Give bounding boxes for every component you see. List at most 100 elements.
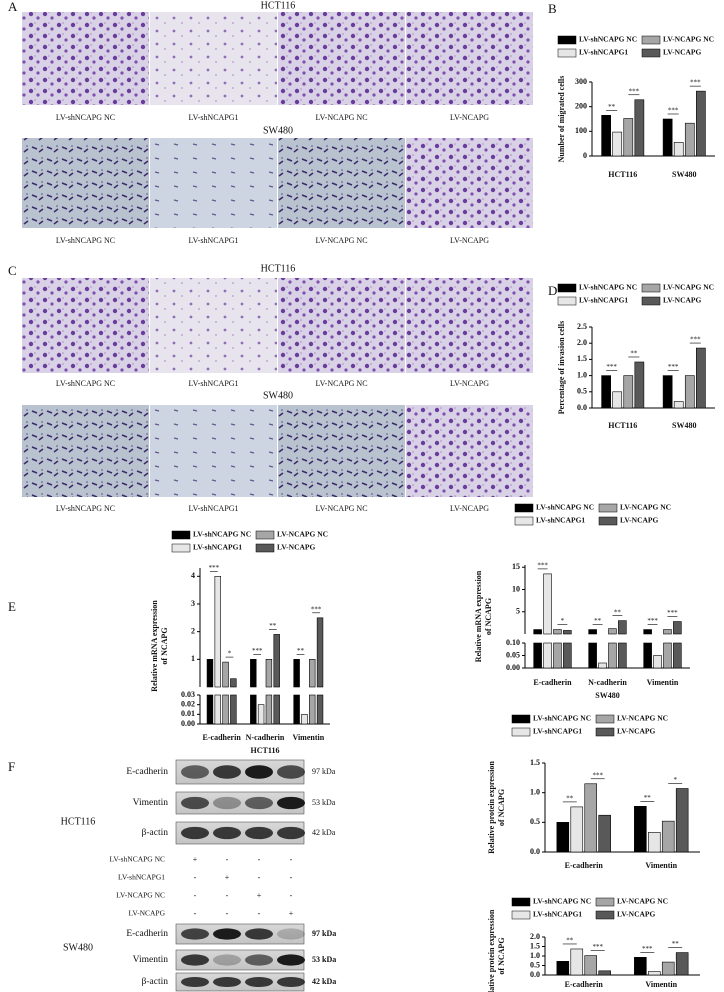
bar-lower bbox=[316, 694, 324, 725]
blot-band bbox=[181, 765, 209, 779]
bar-lower bbox=[543, 642, 552, 669]
y-tick-label: 2.5 bbox=[577, 322, 587, 331]
bar bbox=[598, 814, 611, 853]
bar bbox=[618, 620, 627, 635]
protein-name: Vimentin bbox=[133, 955, 169, 965]
x-tick-label: E-cadherin bbox=[533, 678, 572, 687]
y-tick-label: 0 bbox=[583, 151, 587, 160]
protein-name: E-cadherin bbox=[126, 767, 168, 777]
y-tick-label: 2.0 bbox=[530, 932, 540, 941]
y-axis-label: Number of migrated cells bbox=[557, 76, 566, 163]
significance-label: ** bbox=[297, 647, 305, 655]
y-tick-label: 15 bbox=[512, 562, 520, 571]
treatment-mark: - bbox=[194, 891, 197, 900]
bar-lower bbox=[230, 694, 237, 725]
bar bbox=[222, 661, 229, 688]
y-axis-label: of NCAPG bbox=[160, 627, 169, 664]
treatment-mark: - bbox=[290, 855, 293, 864]
blot-band bbox=[245, 765, 273, 779]
bar bbox=[623, 118, 634, 157]
bar bbox=[293, 659, 300, 688]
bar-lower bbox=[222, 694, 229, 725]
legend-swatch bbox=[598, 516, 618, 526]
bar-lower bbox=[214, 694, 221, 725]
significance-label: *** bbox=[592, 943, 603, 951]
bar bbox=[265, 659, 273, 688]
significance-label: ** bbox=[566, 937, 574, 945]
significance-label: ** bbox=[614, 608, 622, 616]
significance-label: ** bbox=[269, 622, 277, 630]
bar-lower bbox=[553, 642, 562, 669]
bar bbox=[553, 629, 562, 635]
protein-size: 42 kDa bbox=[312, 977, 336, 986]
x-tick-label: Vimentin bbox=[645, 861, 677, 870]
y-axis-label: of NCAPG bbox=[484, 598, 493, 635]
treatment-name: LV-shNCAPG1 bbox=[118, 873, 165, 882]
significance-label: *** bbox=[629, 87, 640, 95]
bar bbox=[584, 955, 597, 976]
bar-lower bbox=[206, 694, 214, 725]
blot-band bbox=[245, 976, 273, 988]
group-title: HCT116 bbox=[261, 263, 296, 274]
blot-band bbox=[277, 765, 305, 779]
bar bbox=[584, 783, 597, 853]
legend-label: LV-shNCAPG1 bbox=[533, 727, 582, 736]
significance-label: *** bbox=[311, 605, 322, 613]
legend-swatch bbox=[641, 48, 661, 58]
legend-label: LV-shNCAPG NC bbox=[579, 283, 637, 292]
legend-label: LV-NCAPG bbox=[620, 516, 659, 525]
legend-swatch bbox=[514, 516, 534, 526]
bar bbox=[662, 118, 673, 157]
image-caption: LV-NCAPG bbox=[450, 504, 489, 513]
bar bbox=[570, 806, 584, 853]
bar bbox=[206, 659, 214, 688]
treatment-mark: + bbox=[257, 891, 262, 900]
y-tick-label: 1.5 bbox=[530, 758, 540, 767]
bar bbox=[696, 90, 706, 157]
bar-lower bbox=[265, 694, 273, 725]
bar-lower bbox=[273, 694, 280, 725]
blot-band bbox=[213, 826, 241, 840]
bar bbox=[634, 99, 645, 157]
bar bbox=[556, 961, 570, 976]
bar-lower bbox=[663, 642, 672, 669]
treatment-mark: - bbox=[258, 873, 261, 882]
legend-label: LV-shNCAPG NC bbox=[533, 897, 591, 906]
blot-band bbox=[213, 796, 241, 810]
bar bbox=[214, 576, 221, 688]
legend-label: LV-shNCAPG1 bbox=[536, 516, 585, 525]
image-caption: LV-shNCAPG NC bbox=[56, 236, 115, 245]
legend-swatch bbox=[641, 283, 661, 293]
significance-label: *** bbox=[690, 79, 701, 87]
legend-label: LV-shNCAPG NC bbox=[533, 714, 591, 723]
legend-swatch bbox=[595, 910, 615, 920]
bar bbox=[673, 401, 684, 409]
image-caption: LV-shNCAPG1 bbox=[188, 379, 238, 388]
legend-swatch bbox=[595, 897, 615, 907]
x-tick-label: HCT116 bbox=[608, 170, 637, 179]
image-caption: LV-NCAPG bbox=[450, 113, 489, 122]
bar bbox=[533, 629, 542, 635]
significance-label: * bbox=[228, 650, 232, 658]
treatment-mark: + bbox=[225, 873, 230, 882]
legend-label: LV-shNCAPG1 bbox=[579, 296, 628, 305]
bar bbox=[673, 142, 684, 157]
legend-label: LV-NCAPG bbox=[617, 910, 656, 919]
micrograph bbox=[406, 405, 533, 497]
y-tick-label: 0.0 bbox=[530, 970, 540, 979]
legend-label: LV-NCAPG NC bbox=[277, 530, 328, 539]
bar bbox=[257, 704, 265, 725]
x-tick-label: E-cadherin bbox=[203, 733, 242, 742]
significance-label: ** bbox=[672, 940, 680, 948]
blot-band bbox=[277, 928, 305, 940]
x-tick-label: E-cadherin bbox=[565, 861, 604, 870]
panel-letter: F bbox=[8, 759, 15, 774]
legend-swatch bbox=[595, 714, 615, 724]
x-axis-label: HCT116 bbox=[251, 746, 280, 755]
micrograph bbox=[22, 12, 149, 105]
bar bbox=[563, 630, 572, 635]
y-tick-label: 0.00 bbox=[506, 663, 520, 672]
significance-label: *** bbox=[209, 564, 220, 572]
legend-label: LV-shNCAPG NC bbox=[536, 503, 594, 512]
blot-band bbox=[245, 796, 273, 810]
